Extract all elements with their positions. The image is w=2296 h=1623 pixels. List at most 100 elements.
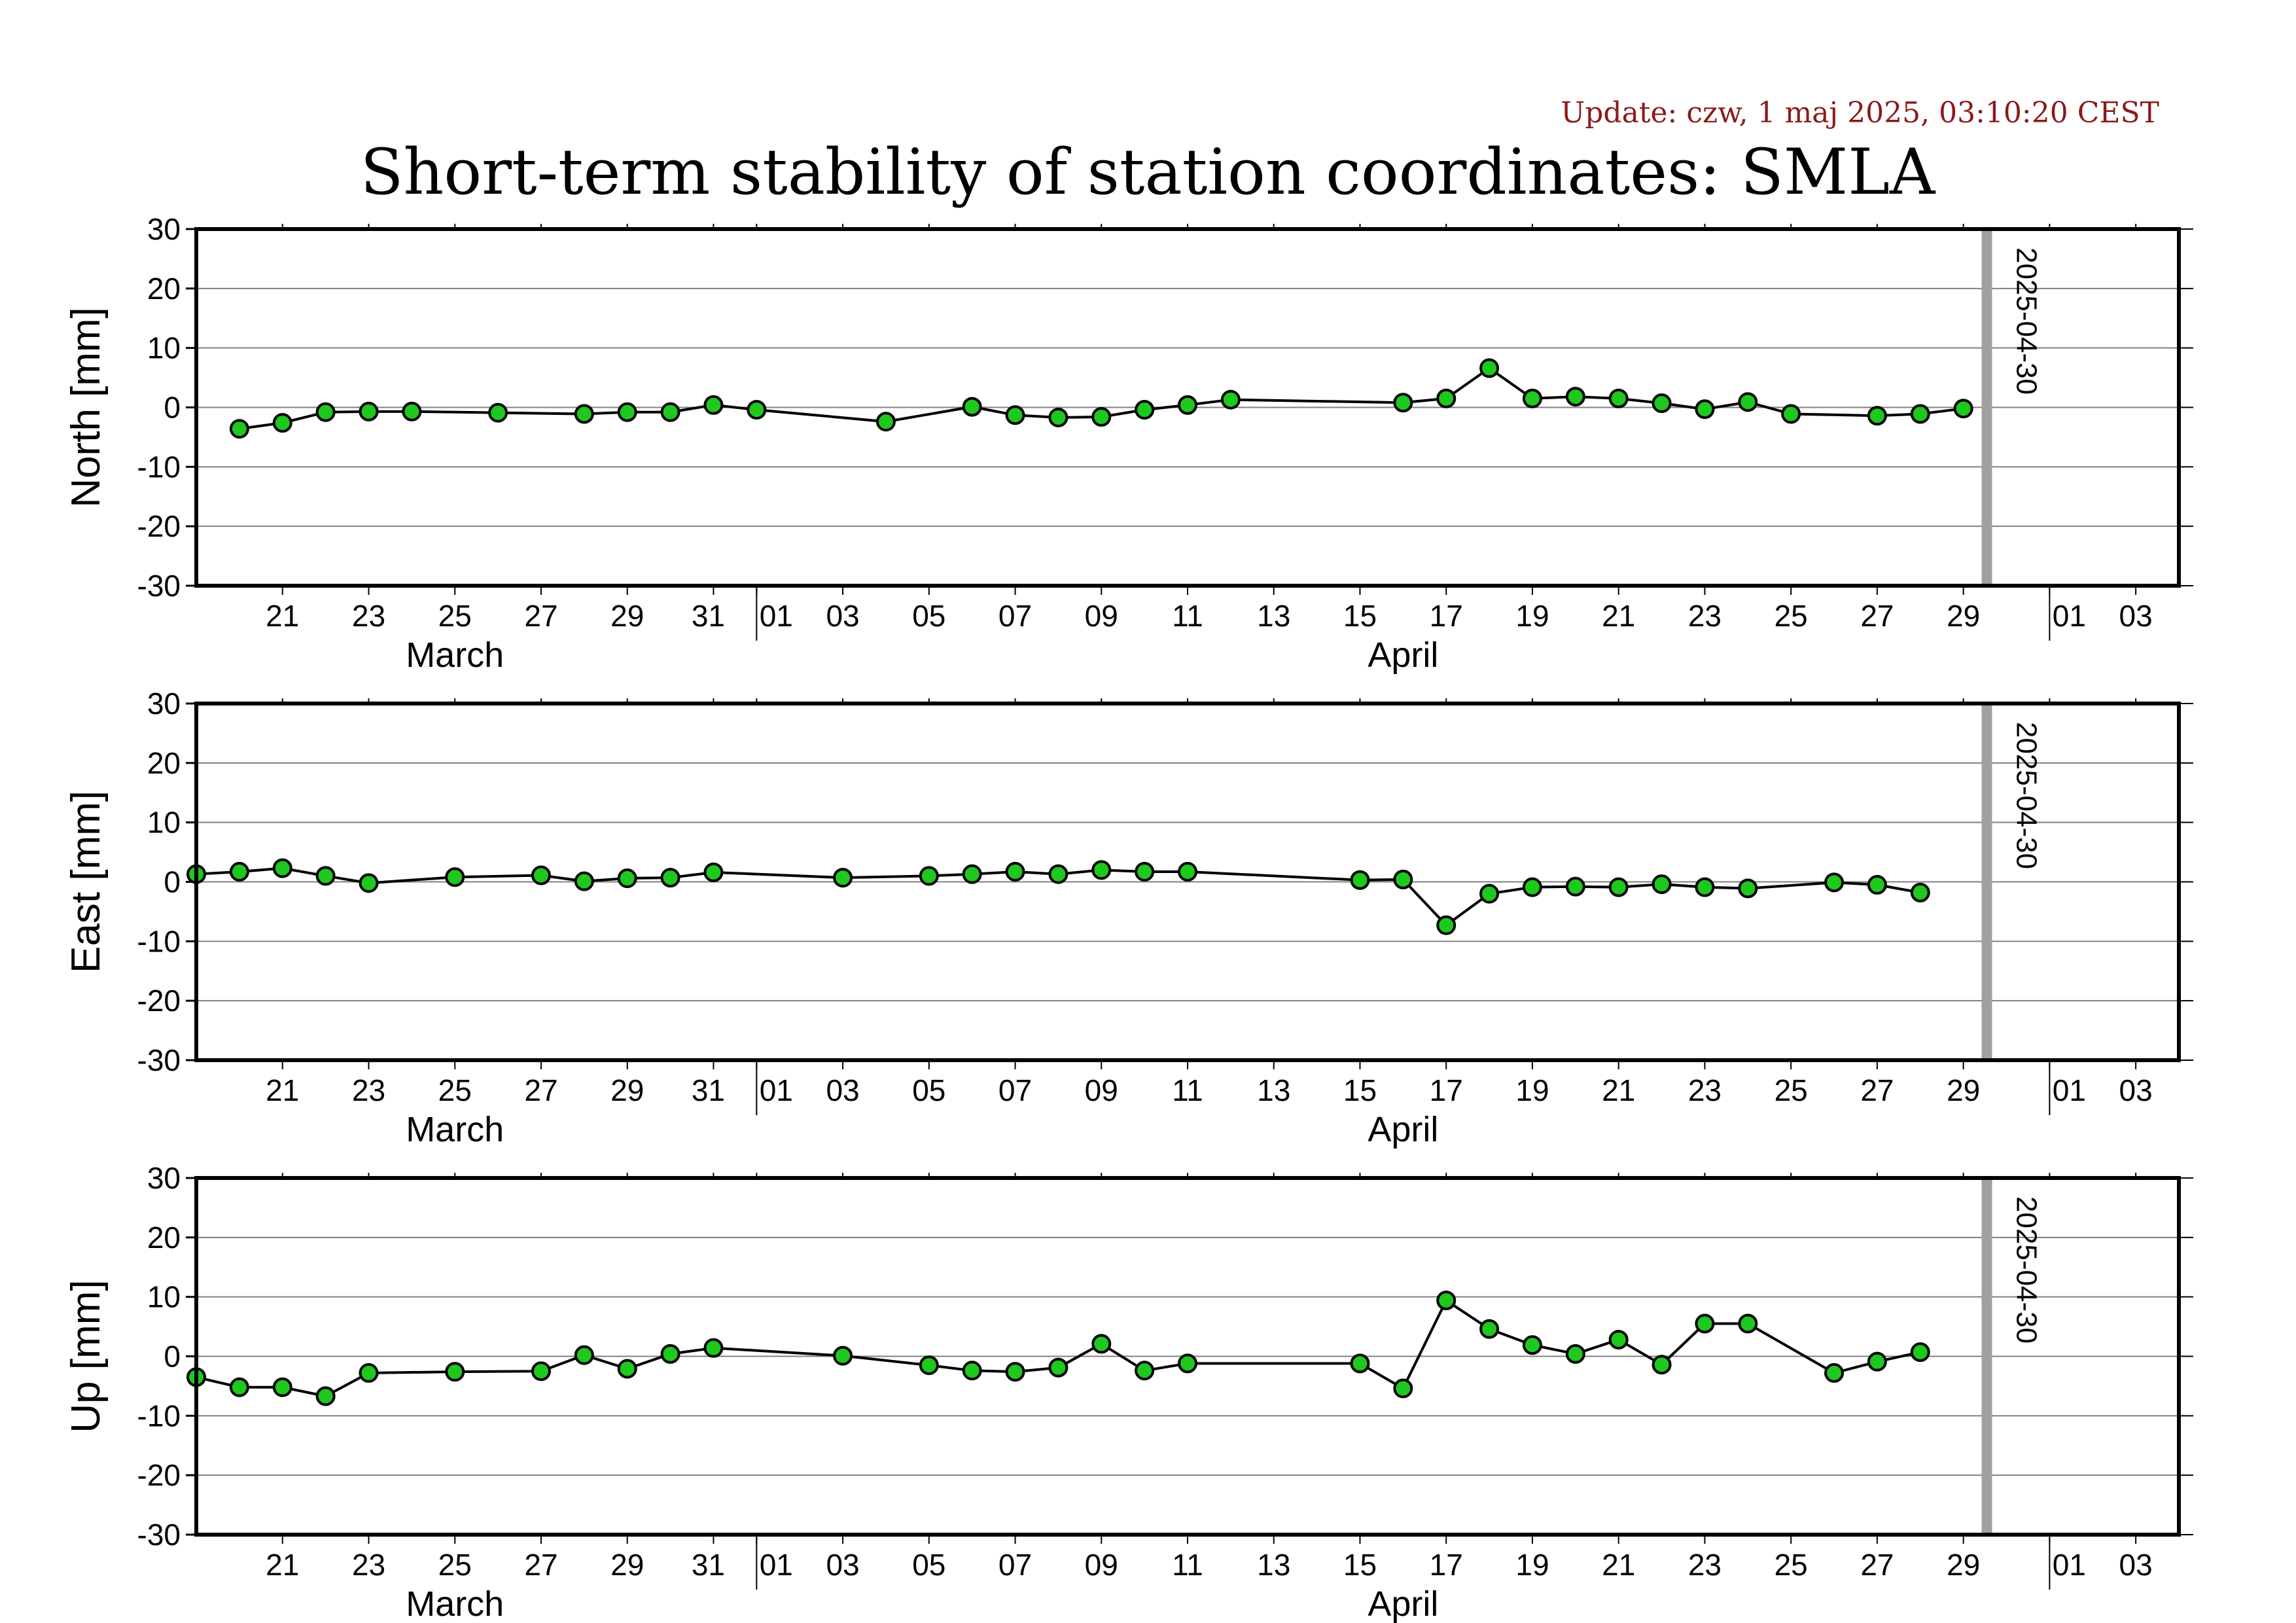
data-point bbox=[875, 412, 896, 432]
x-tick-label: 07 bbox=[998, 1073, 1032, 1107]
x-tick-label: 01 bbox=[760, 1073, 793, 1107]
x-tick-label: 25 bbox=[438, 599, 472, 633]
data-point bbox=[531, 865, 551, 885]
data-point bbox=[272, 413, 292, 433]
x-tick-label: 07 bbox=[998, 599, 1032, 633]
x-tick-label: 01 bbox=[760, 599, 793, 633]
x-tick-label: 23 bbox=[1688, 599, 1722, 633]
data-point bbox=[1565, 876, 1585, 897]
data-point bbox=[229, 419, 249, 439]
y-axis-title: Up [mm] bbox=[63, 1279, 109, 1433]
x-tick-label: 27 bbox=[1860, 599, 1894, 633]
data-point bbox=[1695, 399, 1715, 419]
panel-up: 30 20 10 0 -10 -20 -30 21 23 25 27 29 31 01 03 05 07 09 11… bbox=[63, 1161, 2193, 1623]
data-point bbox=[1824, 872, 1845, 893]
data-point bbox=[229, 862, 249, 882]
data-point bbox=[1522, 877, 1542, 897]
data-point bbox=[1436, 388, 1457, 408]
data-point bbox=[1608, 388, 1629, 408]
data-point bbox=[1091, 407, 1112, 427]
data-point bbox=[1393, 1378, 1413, 1399]
y-tick-label: -30 bbox=[137, 1518, 181, 1552]
data-point bbox=[1005, 405, 1025, 425]
y-tick-label: 10 bbox=[147, 806, 181, 840]
x-tick-label: 13 bbox=[1257, 599, 1290, 633]
x-tick-label: 03 bbox=[2119, 1073, 2153, 1107]
x-tick-label: 23 bbox=[1688, 1548, 1722, 1582]
x-tick-label: 21 bbox=[266, 1073, 299, 1107]
data-point bbox=[1393, 869, 1413, 889]
x-tick-label: 03 bbox=[826, 1073, 859, 1107]
x-tick-label: 11 bbox=[1172, 1548, 1203, 1582]
y-axis-title: North [mm] bbox=[63, 307, 109, 508]
data-point bbox=[1695, 877, 1715, 897]
data-point bbox=[660, 1344, 680, 1364]
data-point bbox=[617, 402, 637, 422]
y-tick-label: 10 bbox=[147, 1280, 181, 1314]
y-axis-title: East [mm] bbox=[63, 791, 109, 973]
data-point bbox=[1738, 878, 1758, 899]
data-point bbox=[1005, 862, 1025, 882]
reference-date-label: 2025-04-30 bbox=[2011, 722, 2043, 869]
y-tick-label: 20 bbox=[147, 746, 181, 780]
x-tick-label: 01 bbox=[2053, 1548, 2086, 1582]
x-tick-label: 29 bbox=[1947, 599, 1980, 633]
reference-date-label: 2025-04-30 bbox=[2011, 247, 2043, 395]
x-tick-label: 03 bbox=[2119, 599, 2153, 633]
data-point bbox=[574, 404, 594, 424]
data-point bbox=[703, 395, 724, 415]
y-tick-label: 30 bbox=[147, 1161, 181, 1195]
x-tick-label: 25 bbox=[438, 1073, 472, 1107]
y-tick-label: -20 bbox=[137, 509, 181, 543]
x-tick-label: 21 bbox=[1602, 1073, 1635, 1107]
data-point bbox=[1048, 407, 1069, 427]
y-tick-label: -10 bbox=[137, 924, 181, 958]
data-point bbox=[1393, 393, 1413, 413]
data-point bbox=[1910, 882, 1930, 902]
data-point bbox=[617, 1359, 637, 1379]
data-point bbox=[1048, 1357, 1069, 1378]
data-point bbox=[1565, 1344, 1585, 1364]
reference-date-label: 2025-04-30 bbox=[2011, 1196, 2043, 1344]
data-point bbox=[919, 1355, 939, 1376]
data-point bbox=[1479, 1319, 1500, 1339]
x-tick-label: 03 bbox=[2119, 1548, 2153, 1582]
data-point bbox=[402, 401, 422, 421]
month-label: April bbox=[1368, 635, 1438, 675]
x-tick-label: 23 bbox=[352, 1073, 385, 1107]
y-tick-label: -10 bbox=[137, 450, 181, 484]
data-point bbox=[1091, 1334, 1112, 1354]
data-point bbox=[617, 868, 637, 889]
data-point bbox=[1178, 395, 1197, 415]
data-point bbox=[1738, 1313, 1758, 1334]
x-tick-label: 29 bbox=[1947, 1073, 1980, 1107]
data-point bbox=[229, 1377, 249, 1397]
x-tick-label: 13 bbox=[1257, 1073, 1290, 1107]
x-tick-label: 17 bbox=[1430, 599, 1463, 633]
data-point bbox=[833, 1346, 853, 1366]
x-tick-label: 27 bbox=[524, 599, 557, 633]
x-tick-label: 19 bbox=[1515, 599, 1549, 633]
x-tick-label: 21 bbox=[1602, 599, 1635, 633]
data-point bbox=[1565, 387, 1585, 407]
y-tick-label: 30 bbox=[147, 212, 181, 246]
data-point bbox=[574, 871, 594, 891]
data-point bbox=[747, 400, 767, 420]
y-tick-label: 0 bbox=[164, 391, 181, 425]
data-point bbox=[962, 864, 982, 884]
data-point bbox=[1178, 862, 1197, 882]
data-point bbox=[1436, 915, 1457, 935]
data-point bbox=[1910, 404, 1930, 424]
data-point bbox=[1522, 388, 1542, 408]
x-tick-label: 31 bbox=[692, 1073, 725, 1107]
chart-panels: 30 20 10 0 -10 -20 -30 21 23 25 27 29 31 01 03 05 07 09 11… bbox=[63, 212, 2193, 1623]
data-point bbox=[574, 1345, 594, 1365]
x-tick-label: 23 bbox=[1688, 1073, 1722, 1107]
data-point bbox=[1091, 860, 1112, 880]
data-point bbox=[1651, 874, 1672, 895]
month-label: April bbox=[1368, 1584, 1438, 1623]
x-tick-label: 27 bbox=[1860, 1548, 1894, 1582]
data-point bbox=[919, 866, 939, 886]
x-tick-label: 23 bbox=[352, 599, 385, 633]
x-tick-label: 01 bbox=[2053, 599, 2086, 633]
